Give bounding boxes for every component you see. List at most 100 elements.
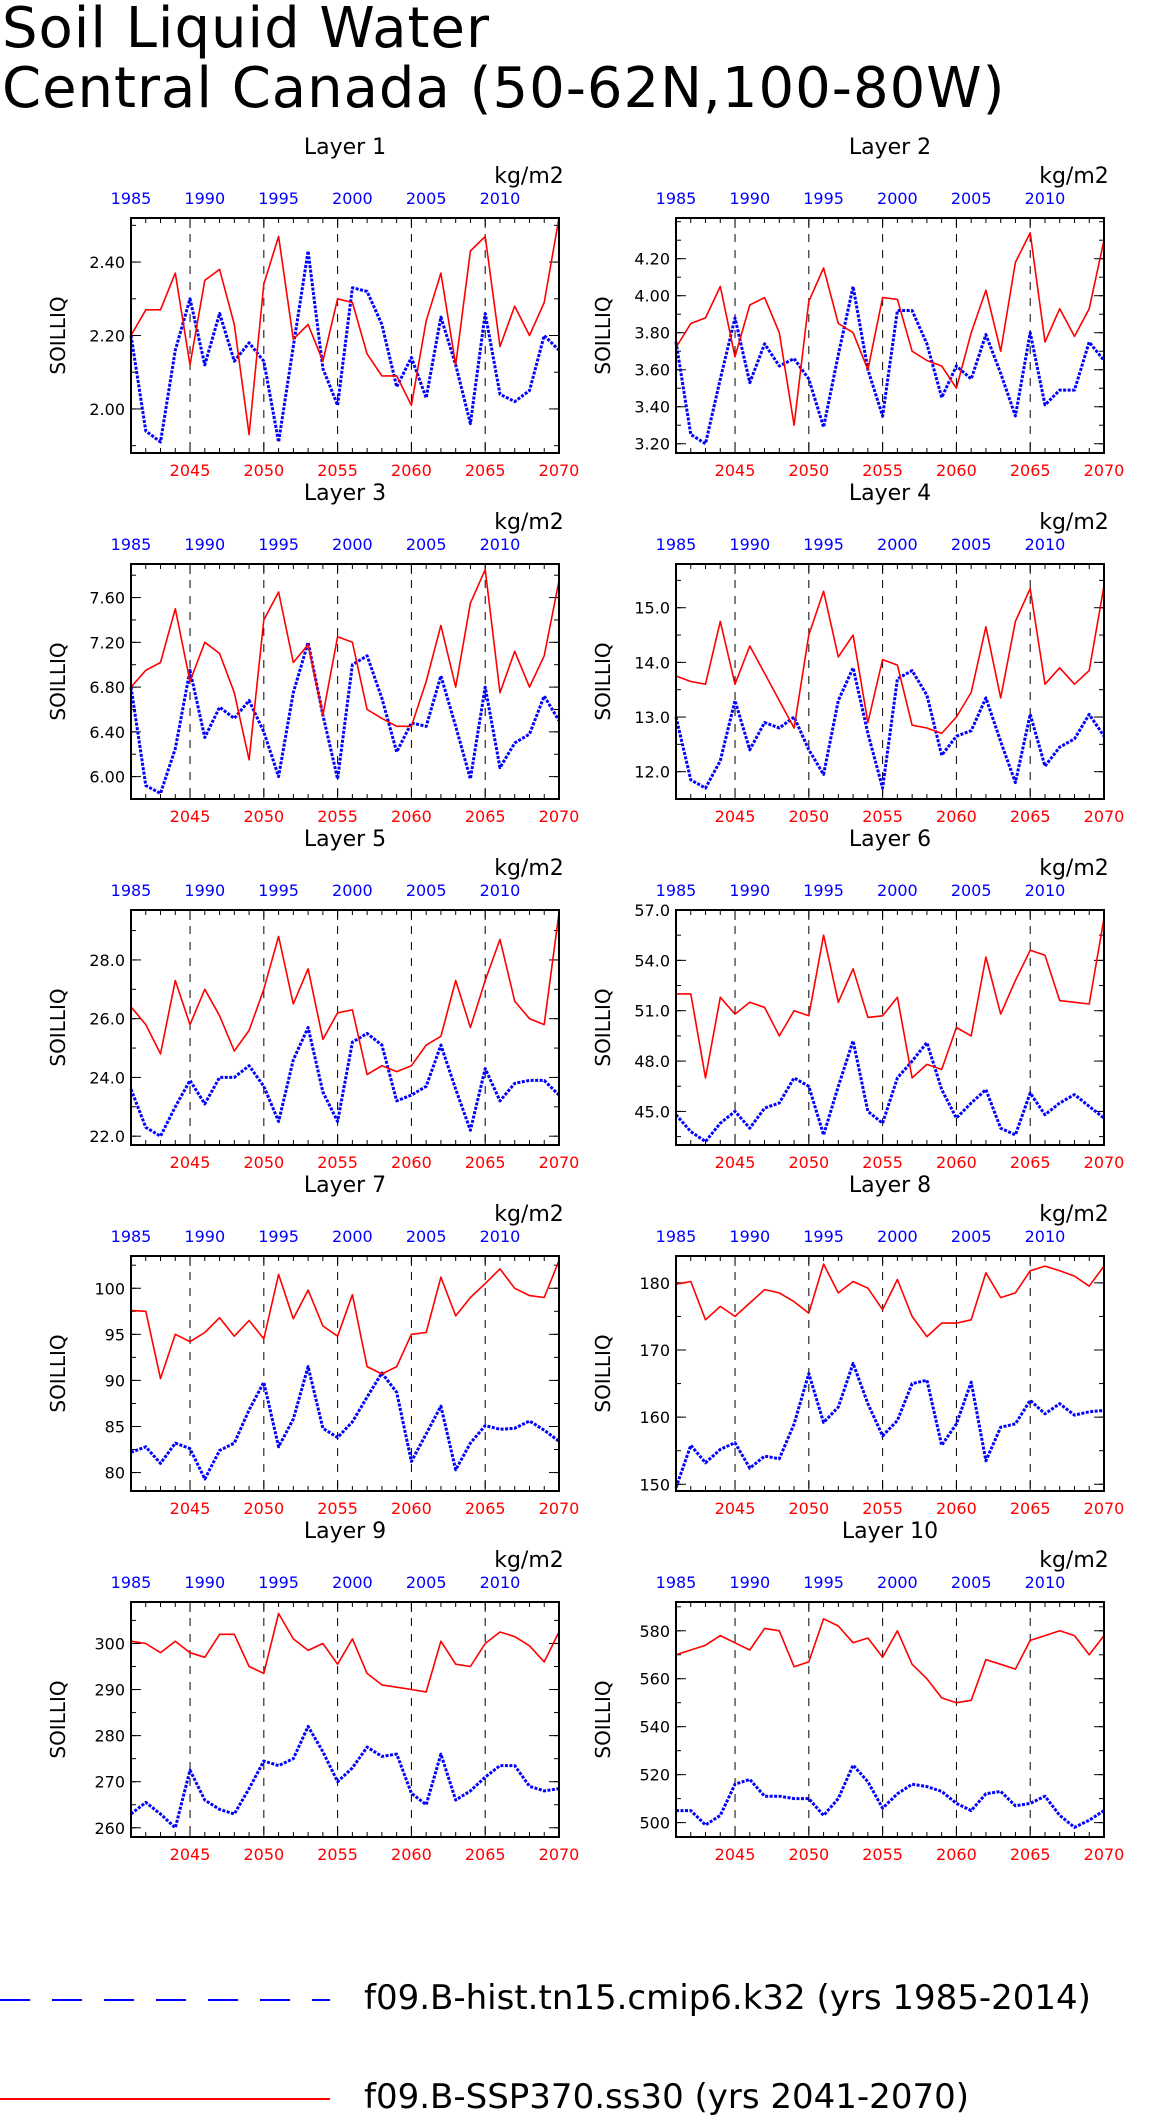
panel-3-ytick-label: 7.60 — [89, 589, 125, 608]
panel-10-xtick-label: 2045 — [715, 1845, 756, 1864]
panel-7-xtick-top-label: 1990 — [184, 1227, 225, 1246]
panel-4-xtick-top-label: 1990 — [729, 535, 770, 554]
figure-title-line1: Soil Liquid Water — [2, 0, 490, 61]
panel-2-xtick-label: 2060 — [936, 461, 977, 480]
panel-1-frame — [130, 217, 560, 454]
panel-1-xtick-top-label: 2005 — [406, 189, 447, 208]
panel-8-xtick-label: 2045 — [715, 1499, 756, 1518]
panel-10-xtick-label: 2070 — [1084, 1845, 1125, 1864]
panel-8-ytick-label: 160 — [639, 1408, 670, 1427]
panel-5-frame — [130, 909, 560, 1146]
panel-1-xtick-top-label: 1985 — [111, 189, 152, 208]
panel-9-frame — [130, 1601, 560, 1838]
panel-8-xtick-label: 2055 — [862, 1499, 903, 1518]
panel-8-units: kg/m2 — [1039, 1202, 1109, 1227]
panel-5-xtick-top-label: 1995 — [258, 881, 299, 900]
panel-7-ytick-label: 95 — [105, 1325, 125, 1344]
panel-10-xtick-top-label: 2000 — [877, 1573, 918, 1592]
panel-10-series-hist-line — [676, 1763, 1105, 1829]
panel-7-xtick-top-label: 2000 — [332, 1227, 373, 1246]
panel-2-xtick-top-label: 2005 — [951, 189, 992, 208]
panel-5-ylabel: SOILLIQ — [46, 988, 70, 1066]
panel-4-xtick-label: 2050 — [788, 807, 829, 826]
panel-1-units: kg/m2 — [494, 164, 564, 189]
panel-6-ytick-label: 54.0 — [634, 951, 670, 970]
panel-2-xtick-top-label: 2000 — [877, 189, 918, 208]
panel-9-xtick-top-label: 1985 — [111, 1573, 152, 1592]
panel-5-xtick-top-label: 1985 — [111, 881, 152, 900]
panel-8-xtick-top-label: 1995 — [803, 1227, 844, 1246]
panel-4-title: Layer 4 — [849, 481, 931, 506]
panel-1-xtick-label: 2050 — [243, 461, 284, 480]
panel-6-ytick-label: 57.0 — [634, 901, 670, 920]
panel-3-units: kg/m2 — [494, 510, 564, 535]
panel-4-ytick-label: 14.0 — [634, 653, 670, 672]
panel-5-ytick-label: 24.0 — [89, 1068, 125, 1087]
panel-10-ytick-label: 540 — [639, 1718, 670, 1737]
legend-ssp-line — [0, 2098, 330, 2100]
panel-7-ytick-label: 80 — [105, 1464, 125, 1483]
panel-4-xtick-top-label: 2005 — [951, 535, 992, 554]
panel-2-xtick-label: 2050 — [788, 461, 829, 480]
panel-4-ytick-label: 15.0 — [634, 599, 670, 618]
legend-hist-label: f09.B-hist.tn15.cmip6.k32 (yrs 1985-2014… — [364, 1978, 1091, 2018]
panel-1-xtick-top-label: 1995 — [258, 189, 299, 208]
panel-2-xtick-top-label: 1985 — [656, 189, 697, 208]
panel-2-xtick-top-label: 1995 — [803, 189, 844, 208]
panel-3-xtick-label: 2065 — [465, 807, 506, 826]
panel-9-series-hist-line — [130, 1724, 560, 1830]
panel-9-xtick-label: 2060 — [391, 1845, 432, 1864]
panel-5-series-ssp-line — [130, 912, 560, 1076]
panel-9-ytick-label: 290 — [94, 1681, 125, 1700]
panel-3-xtick-top-label: 2010 — [480, 535, 521, 554]
panel-4-frame — [675, 563, 1105, 800]
panel-2-ytick-label: 3.80 — [634, 324, 670, 343]
panel-3-xtick-top-label: 1985 — [111, 535, 152, 554]
panel-10-xtick-label: 2065 — [1010, 1845, 1051, 1864]
panel-3-xtick-label: 2045 — [170, 807, 211, 826]
panel-2-ylabel: SOILLIQ — [591, 296, 615, 374]
panel-7-xtick-top-label: 2005 — [406, 1227, 447, 1246]
panel-5-ytick-label: 22.0 — [89, 1127, 125, 1146]
panel-7-ytick-label: 100 — [94, 1279, 125, 1298]
panel-9-xtick-label: 2055 — [317, 1845, 358, 1864]
panel-8-ytick-label: 170 — [639, 1341, 670, 1360]
panel-2-xtick-top-label: 1990 — [729, 189, 770, 208]
panel-6-ytick-label: 45.0 — [634, 1102, 670, 1121]
panel-10-series-ssp-line — [675, 1618, 1105, 1704]
panel-10-xtick-top-label: 1995 — [803, 1573, 844, 1592]
panel-7-xtick-label: 2055 — [317, 1499, 358, 1518]
panel-5-series-hist-line — [129, 1026, 561, 1138]
panel-3-ytick-label: 6.80 — [89, 678, 125, 697]
panel-3-frame — [130, 563, 560, 800]
panel-9-xtick-label: 2070 — [539, 1845, 580, 1864]
panel-6-xtick-label: 2050 — [788, 1153, 829, 1172]
panel-6-ylabel: SOILLIQ — [591, 988, 615, 1066]
panel-3-xtick-label: 2070 — [539, 807, 580, 826]
panel-7-xtick-top-label: 2010 — [480, 1227, 521, 1246]
panel-4-xtick-label: 2055 — [862, 807, 903, 826]
panel-2-xtick-label: 2055 — [862, 461, 903, 480]
panel-10-xtick-label: 2055 — [862, 1845, 903, 1864]
panel-9-ytick-label: 300 — [94, 1634, 125, 1653]
panel-6-xtick-label: 2065 — [1010, 1153, 1051, 1172]
panel-10-xtick-top-label: 2005 — [951, 1573, 992, 1592]
panel-1-title: Layer 1 — [304, 135, 386, 160]
panel-1-xtick-label: 2055 — [317, 461, 358, 480]
panel-6-xtick-label: 2045 — [715, 1153, 756, 1172]
panel-8-xtick-label: 2070 — [1084, 1499, 1125, 1518]
legend-hist-line — [0, 1999, 330, 2001]
panel-9-xtick-label: 2045 — [170, 1845, 211, 1864]
panel-8-xtick-label: 2050 — [788, 1499, 829, 1518]
panel-1-xtick-label: 2045 — [170, 461, 211, 480]
panel-1-series-ssp-line — [130, 217, 560, 436]
panel-4-ytick-label: 13.0 — [634, 708, 670, 727]
panel-8-xtick-label: 2060 — [936, 1499, 977, 1518]
panel-8-ytick-label: 180 — [639, 1274, 670, 1293]
panel-8-xtick-label: 2065 — [1010, 1499, 1051, 1518]
panel-4-xtick-label: 2065 — [1010, 807, 1051, 826]
panel-8-series-ssp-line — [675, 1263, 1105, 1338]
panel-8-title: Layer 8 — [849, 1173, 931, 1198]
panel-7-frame — [130, 1255, 560, 1492]
panel-7-ylabel: SOILLIQ — [46, 1334, 70, 1412]
